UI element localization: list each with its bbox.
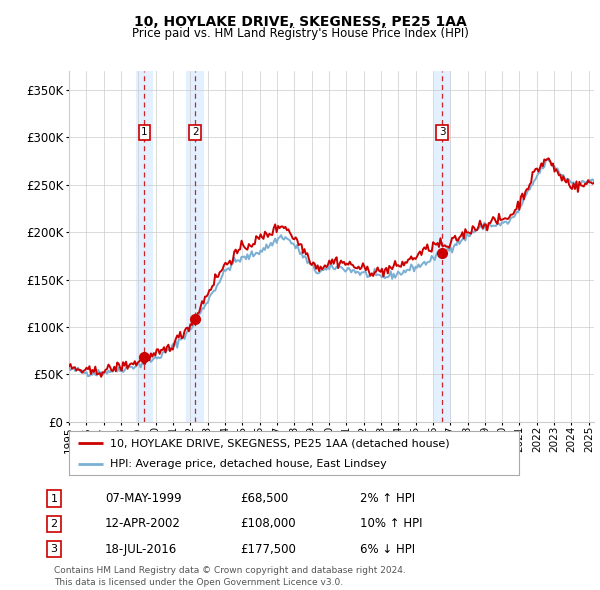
Text: 2% ↑ HPI: 2% ↑ HPI	[360, 492, 415, 505]
Text: £108,000: £108,000	[240, 517, 296, 530]
Text: Contains HM Land Registry data © Crown copyright and database right 2024.
This d: Contains HM Land Registry data © Crown c…	[54, 566, 406, 587]
Text: 6% ↓ HPI: 6% ↓ HPI	[360, 543, 415, 556]
Text: 1: 1	[141, 127, 148, 137]
Text: 10, HOYLAKE DRIVE, SKEGNESS, PE25 1AA: 10, HOYLAKE DRIVE, SKEGNESS, PE25 1AA	[134, 15, 466, 29]
Text: 1: 1	[50, 494, 58, 503]
Bar	[187, 71, 204, 422]
Text: 18-JUL-2016: 18-JUL-2016	[105, 543, 177, 556]
Text: 10% ↑ HPI: 10% ↑ HPI	[360, 517, 422, 530]
Text: 3: 3	[439, 127, 446, 137]
Text: 2: 2	[50, 519, 58, 529]
Bar	[136, 71, 153, 422]
Text: Price paid vs. HM Land Registry's House Price Index (HPI): Price paid vs. HM Land Registry's House …	[131, 27, 469, 40]
Text: 07-MAY-1999: 07-MAY-1999	[105, 492, 182, 505]
Text: 10, HOYLAKE DRIVE, SKEGNESS, PE25 1AA (detached house): 10, HOYLAKE DRIVE, SKEGNESS, PE25 1AA (d…	[110, 438, 449, 448]
Text: 3: 3	[50, 545, 58, 554]
Text: £177,500: £177,500	[240, 543, 296, 556]
Text: 12-APR-2002: 12-APR-2002	[105, 517, 181, 530]
Text: HPI: Average price, detached house, East Lindsey: HPI: Average price, detached house, East…	[110, 459, 386, 469]
Text: £68,500: £68,500	[240, 492, 288, 505]
Text: 2: 2	[192, 127, 199, 137]
Bar	[434, 71, 451, 422]
